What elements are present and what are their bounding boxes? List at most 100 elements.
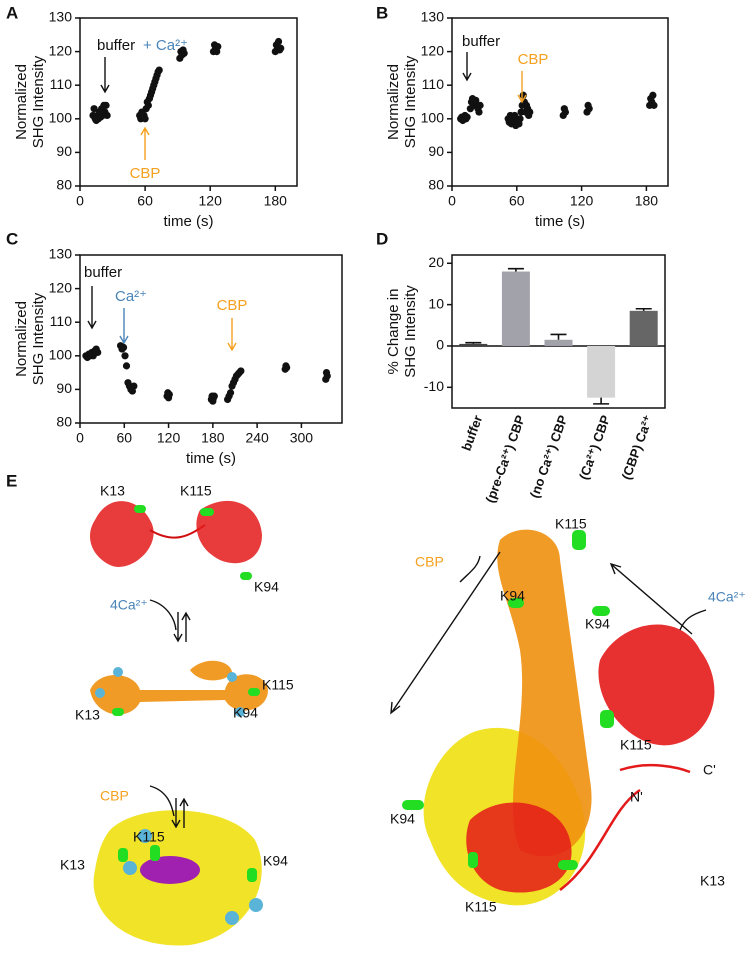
y-tick-label: 20 <box>428 254 444 270</box>
y-tick-label: 120 <box>49 42 73 58</box>
bar <box>629 310 658 346</box>
bar <box>501 271 530 346</box>
bar <box>544 339 573 346</box>
data-point <box>141 115 149 123</box>
data-point <box>180 49 188 57</box>
structure-calmodulin-ca <box>90 660 268 717</box>
data-point <box>274 37 283 46</box>
structure-label: K13 <box>100 483 125 499</box>
data-point <box>90 105 98 113</box>
data-point <box>516 115 524 123</box>
y-tick-label: 120 <box>421 42 445 58</box>
bar <box>587 345 616 398</box>
panel-letter: D <box>376 229 388 248</box>
y-axis-label: SHG Intensity <box>402 285 419 378</box>
x-axis-label: time (s) <box>186 450 236 467</box>
structure-label: N' <box>630 789 643 805</box>
annotation: buffer <box>84 264 122 281</box>
structure-label: K115 <box>555 516 587 532</box>
y-axis-label: Normalized <box>385 64 402 140</box>
annotation: buffer <box>462 33 500 50</box>
structure-label: C' <box>703 762 716 778</box>
structure-label: K13 <box>75 707 100 723</box>
x-tick-label: (pre-Ca²⁺) CBP <box>482 413 528 505</box>
bar <box>459 343 488 346</box>
structure-label: CBP <box>100 788 129 804</box>
x-axis-label: time (s) <box>164 213 214 230</box>
y-axis-label: SHG Intensity <box>30 292 47 385</box>
y-tick-label: 100 <box>49 347 73 363</box>
plot-frame <box>451 17 669 187</box>
structure-label: K115 <box>620 737 652 753</box>
y-tick-label: -10 <box>424 378 444 394</box>
y-tick-label: 130 <box>49 9 73 25</box>
y-tick-label: 110 <box>422 76 445 92</box>
annotation: CBP <box>130 165 161 182</box>
structure-label: K94 <box>254 579 279 595</box>
y-tick-label: 110 <box>50 313 73 329</box>
data-point <box>144 101 152 109</box>
structure-label: K94 <box>263 853 288 869</box>
x-tick-label: 180 <box>264 193 288 209</box>
x-tick-label: 180 <box>201 430 225 446</box>
x-tick-label: (CBP) Ca²⁺ <box>619 413 656 482</box>
plot-frame <box>451 254 666 409</box>
y-axis-label: Normalized <box>13 301 30 377</box>
x-tick-label: 60 <box>116 430 132 446</box>
annotation-arrow <box>227 318 237 352</box>
x-tick-label: 300 <box>290 430 314 446</box>
y-axis-label: SHG Intensity <box>30 55 47 148</box>
structure-label: K13 <box>700 873 725 889</box>
data-point <box>650 101 658 109</box>
data-point <box>103 111 111 120</box>
data-point <box>121 352 129 360</box>
x-tick-label: (no Ca²⁺) CBP <box>527 413 571 500</box>
y-tick-label: 130 <box>421 9 445 25</box>
data-point <box>119 343 128 351</box>
x-tick-label: (Ca²⁺) CBP <box>576 413 613 482</box>
x-tick-label: 0 <box>76 193 84 209</box>
y-tick-label: 130 <box>49 246 73 262</box>
y-axis-label: % Change in <box>385 289 402 375</box>
structure-label: K94 <box>390 811 415 827</box>
data-point <box>323 372 331 380</box>
x-tick-label: 60 <box>137 193 153 209</box>
error-bar <box>593 397 610 405</box>
data-point <box>165 390 173 399</box>
data-point <box>226 389 235 397</box>
annotation: CBP <box>518 51 549 68</box>
structure-label: K94 <box>500 588 525 604</box>
panel-letter: C <box>6 229 18 248</box>
scheme-arrows <box>149 551 707 829</box>
y-tick-label: 0 <box>436 337 444 353</box>
annotation: CBP <box>217 297 248 314</box>
error-bar <box>550 333 567 340</box>
y-axis-label: SHG Intensity <box>402 55 419 148</box>
y-tick-label: 90 <box>428 143 444 159</box>
structure-calmodulin-apo <box>90 500 262 580</box>
structure-label: 4Ca²⁺ <box>708 589 746 605</box>
y-tick-label: 90 <box>56 380 72 396</box>
x-tick-label: 0 <box>76 430 84 446</box>
annotation: buffer <box>97 37 135 54</box>
structure-label: CBP <box>415 554 444 570</box>
annotation-arrow <box>517 71 527 104</box>
structure-label: K115 <box>465 899 497 915</box>
data-point <box>472 96 480 104</box>
annotation-arrow <box>462 52 472 82</box>
structure-label: K94 <box>585 616 610 632</box>
y-axis-label: Normalized <box>13 64 30 140</box>
data-point <box>561 108 570 116</box>
data-point <box>526 108 534 116</box>
error-bar <box>507 267 524 272</box>
x-tick-label: 240 <box>245 430 269 446</box>
structure-label: K115 <box>180 483 212 499</box>
annotation-arrow <box>140 126 150 160</box>
x-tick-label: 120 <box>157 430 181 446</box>
panel-letter: B <box>376 3 388 22</box>
y-tick-label: 100 <box>421 110 445 126</box>
y-tick-label: 90 <box>56 143 72 159</box>
y-tick-label: 80 <box>56 177 72 193</box>
x-tick-label: 180 <box>635 193 659 209</box>
structure-calmodulin-cbp <box>93 810 263 946</box>
